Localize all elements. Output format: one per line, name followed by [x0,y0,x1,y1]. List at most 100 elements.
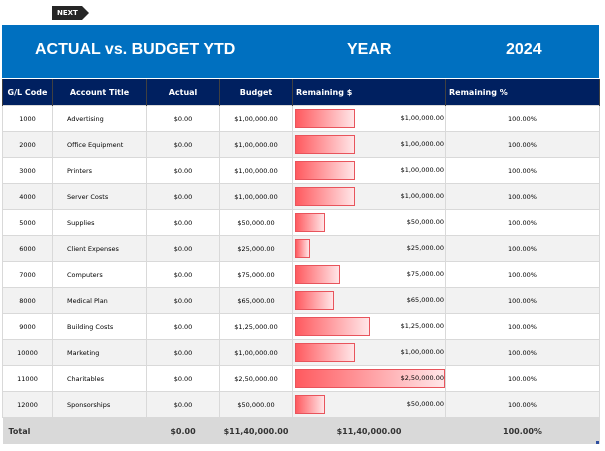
actual-cell[interactable]: $0.00 [146,391,220,418]
header-budget: Budget [219,79,293,106]
gl-code-cell[interactable]: 8000 [2,287,53,314]
remaining-amount-cell[interactable]: $1,00,000.00 [292,131,446,158]
budget-table: G/L Code Account Title Actual Budget Rem… [2,79,600,444]
gl-code-cell[interactable]: 5000 [2,209,53,236]
budget-cell[interactable]: $50,000.00 [219,209,293,236]
actual-cell[interactable]: $0.00 [146,235,220,262]
remaining-amount-value: $1,00,000.00 [400,348,444,356]
account-title-cell[interactable]: Computers [52,261,147,288]
total-remaining-percent: 100.00% [445,417,600,444]
header-gl-code: G/L Code [2,79,53,106]
remaining-amount-cell[interactable]: $1,00,000.00 [292,183,446,210]
remaining-amount-value: $1,00,000.00 [400,166,444,174]
remaining-percent-cell[interactable]: 100.00% [445,365,600,392]
remaining-percent-cell[interactable]: 100.00% [445,183,600,210]
account-title-cell[interactable]: Marketing [52,339,147,366]
remaining-amount-value: $50,000.00 [406,400,444,408]
total-title-empty [52,417,147,444]
remaining-amount-value: $25,000.00 [406,244,444,252]
account-title-cell[interactable]: Building Costs [52,313,147,340]
table-row: 6000 Client Expenses $0.00 $25,000.00 $25,00… [2,235,600,262]
remaining-amount-cell[interactable]: $25,000.00 [292,235,446,262]
year-value[interactable]: 2024 [506,41,542,58]
actual-cell[interactable]: $0.00 [146,157,220,184]
remaining-amount-value: $2,50,000.00 [400,374,444,382]
account-title-cell[interactable]: Client Expenses [52,235,147,262]
budget-cell[interactable]: $1,25,000.00 [219,313,293,340]
remaining-percent-cell[interactable]: 100.00% [445,235,600,262]
actual-cell[interactable]: $0.00 [146,105,220,132]
account-title-cell[interactable]: Supplies [52,209,147,236]
remaining-amount-cell[interactable]: $1,00,000.00 [292,339,446,366]
budget-cell[interactable]: $1,00,000.00 [219,105,293,132]
remaining-amount-value: $1,00,000.00 [400,192,444,200]
account-title-cell[interactable]: Charitables [52,365,147,392]
remaining-percent-cell[interactable]: 100.00% [445,287,600,314]
actual-cell[interactable]: $0.00 [146,365,220,392]
remaining-amount-cell[interactable]: $1,00,000.00 [292,105,446,132]
actual-cell[interactable]: $0.00 [146,339,220,366]
remaining-percent-cell[interactable]: 100.00% [445,131,600,158]
remaining-percent-cell[interactable]: 100.00% [445,391,600,418]
account-title-cell[interactable]: Medical Plan [52,287,147,314]
account-title-cell[interactable]: Sponsorships [52,391,147,418]
remaining-amount-value: $1,00,000.00 [400,140,444,148]
gl-code-cell[interactable]: 1000 [2,105,53,132]
budget-cell[interactable]: $1,00,000.00 [219,131,293,158]
remaining-amount-cell[interactable]: $1,00,000.00 [292,157,446,184]
account-title-cell[interactable]: Printers [52,157,147,184]
account-title-cell[interactable]: Advertising [52,105,147,132]
remaining-amount-cell[interactable]: $50,000.00 [292,209,446,236]
table-row: 4000 Server Costs $0.00 $1,00,000.00 $1,00,0… [2,183,600,210]
account-title-cell[interactable]: Server Costs [52,183,147,210]
table-row: 10000 Marketing $0.00 $1,00,000.00 $1,00,000… [2,339,600,366]
budget-cell[interactable]: $50,000.00 [219,391,293,418]
remaining-amount-cell[interactable]: $2,50,000.00 [292,365,446,392]
gl-code-cell[interactable]: 11000 [2,365,53,392]
remaining-percent-cell[interactable]: 100.00% [445,209,600,236]
remaining-percent-cell[interactable]: 100.00% [445,105,600,132]
report-title: ACTUAL vs. BUDGET YTD [35,41,236,58]
resize-grip-icon[interactable] [596,441,599,444]
gl-code-cell[interactable]: 9000 [2,313,53,340]
remaining-percent-cell[interactable]: 100.00% [445,313,600,340]
gl-code-cell[interactable]: 2000 [2,131,53,158]
remaining-percent-cell[interactable]: 100.00% [445,261,600,288]
table-row: 1000 Advertising $0.00 $1,00,000.00 $1,00,00… [2,105,600,132]
remaining-percent-cell[interactable]: 100.00% [445,157,600,184]
actual-cell[interactable]: $0.00 [146,131,220,158]
actual-cell[interactable]: $0.00 [146,287,220,314]
account-title-cell[interactable]: Office Equipment [52,131,147,158]
year-label: YEAR [347,41,392,58]
report-banner: ACTUAL vs. BUDGET YTD YEAR 2024 [2,25,599,78]
table-header-row: G/L Code Account Title Actual Budget Rem… [2,79,600,106]
gl-code-cell[interactable]: 12000 [2,391,53,418]
gl-code-cell[interactable]: 7000 [2,261,53,288]
actual-cell[interactable]: $0.00 [146,261,220,288]
gl-code-cell[interactable]: 6000 [2,235,53,262]
remaining-amount-cell[interactable]: $65,000.00 [292,287,446,314]
remaining-amount-cell[interactable]: $75,000.00 [292,261,446,288]
budget-cell[interactable]: $1,00,000.00 [219,339,293,366]
remaining-percent-cell[interactable]: 100.00% [445,339,600,366]
budget-cell[interactable]: $75,000.00 [219,261,293,288]
remaining-data-bar [295,213,325,232]
actual-cell[interactable]: $0.00 [146,209,220,236]
gl-code-cell[interactable]: 10000 [2,339,53,366]
gl-code-cell[interactable]: 4000 [2,183,53,210]
next-button[interactable]: NEXT [52,6,89,20]
actual-cell[interactable]: $0.00 [146,313,220,340]
header-actual: Actual [146,79,220,106]
remaining-amount-cell[interactable]: $1,25,000.00 [292,313,446,340]
budget-cell[interactable]: $1,00,000.00 [219,157,293,184]
budget-cell[interactable]: $2,50,000.00 [219,365,293,392]
remaining-data-bar [295,135,355,154]
remaining-amount-value: $1,25,000.00 [400,322,444,330]
remaining-amount-value: $65,000.00 [406,296,444,304]
budget-cell[interactable]: $65,000.00 [219,287,293,314]
actual-cell[interactable]: $0.00 [146,183,220,210]
budget-cell[interactable]: $1,00,000.00 [219,183,293,210]
budget-cell[interactable]: $25,000.00 [219,235,293,262]
gl-code-cell[interactable]: 3000 [2,157,53,184]
remaining-amount-cell[interactable]: $50,000.00 [292,391,446,418]
